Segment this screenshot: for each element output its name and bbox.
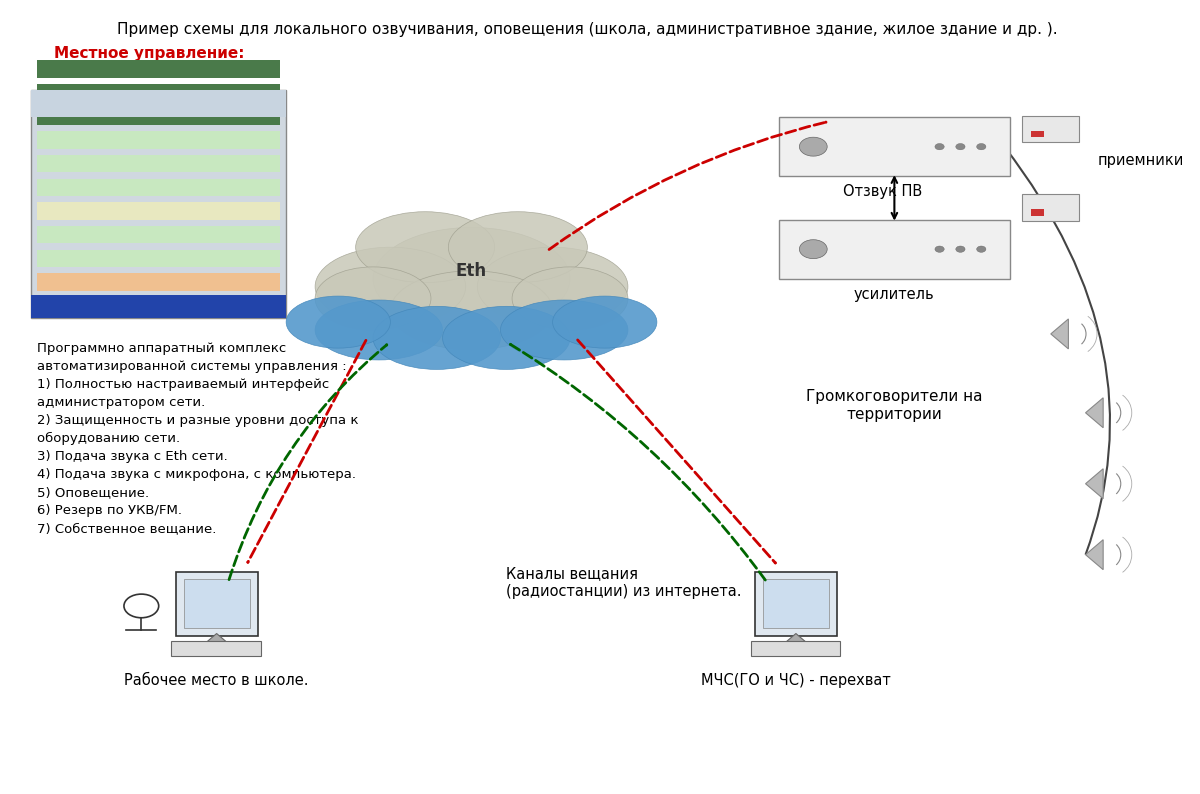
Text: Каналы вещания
(радиостанции) из интернета.: Каналы вещания (радиостанции) из интерне… xyxy=(506,566,742,599)
Polygon shape xyxy=(203,634,230,646)
Text: Eth: Eth xyxy=(456,262,487,279)
Ellipse shape xyxy=(373,228,570,330)
Text: Громкоговорители на
территории: Громкоговорители на территории xyxy=(806,389,983,422)
Ellipse shape xyxy=(390,271,553,349)
FancyBboxPatch shape xyxy=(31,295,286,318)
Text: МЧС(ГО и ЧС) - перехват: МЧС(ГО и ЧС) - перехват xyxy=(701,673,890,688)
Circle shape xyxy=(955,144,965,150)
FancyBboxPatch shape xyxy=(37,249,281,267)
Ellipse shape xyxy=(512,267,628,330)
FancyBboxPatch shape xyxy=(779,220,1010,279)
FancyBboxPatch shape xyxy=(37,60,281,78)
FancyBboxPatch shape xyxy=(37,131,281,148)
Circle shape xyxy=(799,137,827,156)
Polygon shape xyxy=(1086,540,1103,569)
FancyBboxPatch shape xyxy=(184,579,250,628)
FancyBboxPatch shape xyxy=(763,579,829,628)
Text: Пример схемы для локального озвучивания, оповещения (школа, административное зда: Пример схемы для локального озвучивания,… xyxy=(118,22,1057,37)
Polygon shape xyxy=(782,634,810,646)
FancyBboxPatch shape xyxy=(37,155,281,172)
FancyBboxPatch shape xyxy=(31,90,286,318)
Ellipse shape xyxy=(316,247,466,326)
Ellipse shape xyxy=(355,212,494,283)
Text: приемники: приемники xyxy=(1097,153,1183,168)
Text: Программно аппаратный комплекс
автоматизированной системы управления :
1) Полнос: Программно аппаратный комплекс автоматиз… xyxy=(37,341,359,535)
Circle shape xyxy=(977,144,986,150)
Circle shape xyxy=(955,246,965,252)
Text: усилитель: усилитель xyxy=(854,287,935,302)
Circle shape xyxy=(935,246,944,252)
Ellipse shape xyxy=(286,296,390,348)
Ellipse shape xyxy=(553,296,656,348)
Bar xyxy=(1031,130,1044,137)
FancyBboxPatch shape xyxy=(37,108,281,125)
FancyBboxPatch shape xyxy=(37,179,281,196)
Polygon shape xyxy=(1086,398,1103,428)
Ellipse shape xyxy=(500,300,628,360)
FancyBboxPatch shape xyxy=(37,226,281,243)
FancyBboxPatch shape xyxy=(37,297,281,314)
Ellipse shape xyxy=(373,306,500,369)
FancyBboxPatch shape xyxy=(755,572,838,636)
FancyBboxPatch shape xyxy=(175,572,258,636)
FancyBboxPatch shape xyxy=(37,202,281,220)
Circle shape xyxy=(799,240,827,259)
Text: Отзвук ПВ: Отзвук ПВ xyxy=(844,184,923,199)
FancyBboxPatch shape xyxy=(751,641,840,657)
Ellipse shape xyxy=(478,247,628,326)
Polygon shape xyxy=(1051,319,1068,349)
Bar xyxy=(1031,210,1044,216)
FancyBboxPatch shape xyxy=(37,84,281,102)
FancyBboxPatch shape xyxy=(1022,195,1079,222)
Circle shape xyxy=(935,144,944,150)
Circle shape xyxy=(977,246,986,252)
Text: Рабочее место в школе.: Рабочее место в школе. xyxy=(125,673,308,688)
Polygon shape xyxy=(1086,468,1103,499)
FancyBboxPatch shape xyxy=(172,641,260,657)
Ellipse shape xyxy=(316,300,443,360)
FancyBboxPatch shape xyxy=(37,273,281,291)
Ellipse shape xyxy=(449,212,587,283)
FancyBboxPatch shape xyxy=(779,117,1010,176)
Ellipse shape xyxy=(316,267,431,330)
Ellipse shape xyxy=(443,306,570,369)
FancyBboxPatch shape xyxy=(1022,115,1079,142)
Text: Местное управление:: Местное управление: xyxy=(54,46,245,61)
FancyBboxPatch shape xyxy=(31,90,286,117)
